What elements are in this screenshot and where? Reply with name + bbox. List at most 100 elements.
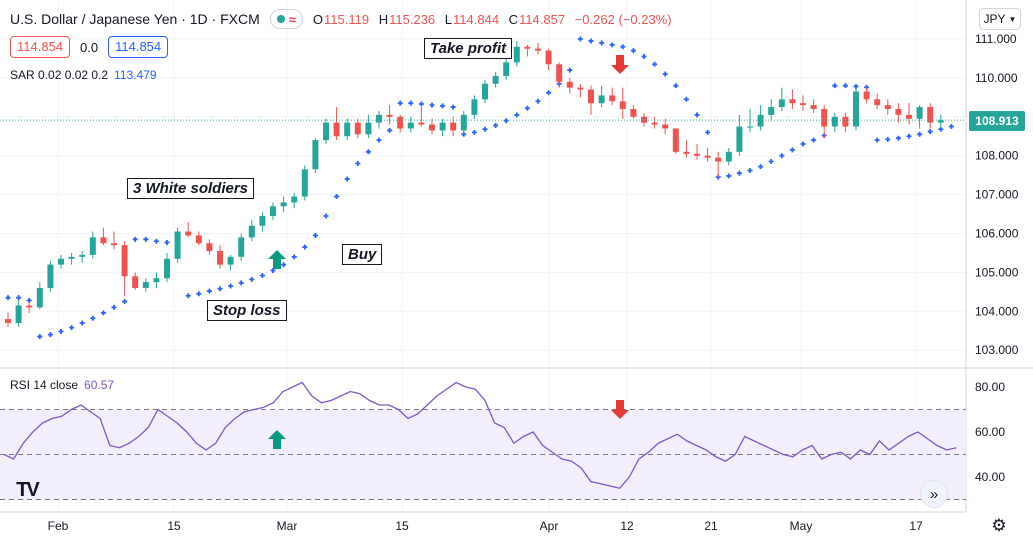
sar-point bbox=[334, 194, 340, 200]
close-value: 114.857 bbox=[519, 11, 566, 27]
sar-point bbox=[758, 164, 764, 170]
candle-body bbox=[386, 114, 393, 117]
price-tick-label: 110.000 bbox=[975, 71, 1018, 85]
sar-point bbox=[588, 38, 594, 44]
candle-body bbox=[26, 305, 33, 308]
candle-body bbox=[333, 122, 340, 137]
gear-icon[interactable]: ⚙ bbox=[991, 516, 1007, 535]
time-tick-label: Mar bbox=[277, 519, 298, 533]
candle-body bbox=[619, 101, 626, 110]
candle-body bbox=[598, 95, 605, 104]
sar-point bbox=[323, 213, 329, 219]
buy-button[interactable]: 114.854 bbox=[108, 36, 169, 58]
candle-body bbox=[68, 256, 75, 259]
wave-icon: ≈ bbox=[288, 11, 296, 27]
sar-point bbox=[662, 71, 668, 77]
sar-point bbox=[567, 67, 573, 73]
change-value: −0.262 (−0.23%) bbox=[574, 11, 672, 27]
sar-point bbox=[291, 254, 297, 260]
sar-point bbox=[524, 105, 530, 111]
candle-body bbox=[270, 206, 276, 216]
sar-point bbox=[90, 315, 96, 321]
sar-point bbox=[206, 288, 212, 294]
sar-point bbox=[238, 280, 244, 286]
double-chevron-right-icon[interactable]: » bbox=[920, 480, 948, 508]
candle-body bbox=[248, 225, 255, 238]
candle-body bbox=[556, 64, 563, 82]
sar-point bbox=[153, 238, 159, 244]
sar-point bbox=[948, 124, 954, 130]
candle-body bbox=[895, 109, 902, 115]
sar-point bbox=[132, 236, 138, 242]
candle-body bbox=[651, 122, 658, 125]
market-status-pill[interactable]: ≈ bbox=[269, 9, 303, 29]
time-tick-label: 12 bbox=[620, 519, 634, 533]
open-value: 115.119 bbox=[324, 11, 370, 27]
candle-body bbox=[397, 116, 404, 129]
candle-body bbox=[937, 120, 944, 123]
sar-point bbox=[58, 329, 64, 335]
candle-body bbox=[121, 245, 128, 277]
time-tick-label: 15 bbox=[395, 519, 409, 533]
candle-body bbox=[577, 87, 584, 90]
symbol-title[interactable]: U.S. Dollar / Japanese Yen · 1D · FXCM bbox=[10, 11, 260, 27]
candle-body bbox=[715, 157, 722, 162]
candle-body bbox=[238, 237, 245, 257]
annotation-white-soldiers: 3 White soldiers bbox=[127, 178, 255, 199]
sar-point bbox=[546, 90, 552, 96]
sar-point bbox=[397, 100, 403, 106]
candle-body bbox=[323, 122, 329, 141]
ohlc-values: O115.119 H115.236 L114.844 C114.857 −0.2… bbox=[313, 12, 678, 27]
candle-body bbox=[471, 99, 478, 115]
candle-body bbox=[439, 122, 446, 131]
close-label: C bbox=[508, 11, 519, 27]
sell-arrow-down-icon bbox=[611, 55, 629, 74]
sar-point bbox=[620, 44, 626, 50]
sell-button[interactable]: 114.854 bbox=[10, 36, 71, 58]
last-price-label: 108.913 bbox=[969, 111, 1025, 131]
candle-body bbox=[376, 114, 382, 123]
tradingview-logo-icon[interactable]: TV bbox=[16, 478, 40, 501]
time-tick-label: 17 bbox=[909, 519, 923, 533]
sar-point bbox=[143, 236, 149, 242]
spread-value: 0.0 bbox=[80, 39, 99, 55]
candle-body bbox=[153, 278, 160, 283]
price-tick-label: 111.000 bbox=[975, 32, 1017, 46]
sar-point bbox=[259, 273, 265, 279]
sar-point bbox=[5, 295, 11, 301]
candle-body bbox=[789, 99, 796, 104]
candle-body bbox=[344, 122, 351, 137]
price-tick-label: 103.000 bbox=[975, 343, 1019, 357]
sar-point bbox=[789, 147, 795, 153]
sar-point bbox=[683, 96, 689, 102]
candle-body bbox=[111, 243, 117, 246]
currency-selector[interactable]: JPY ▼ bbox=[979, 8, 1021, 30]
candle-body bbox=[365, 122, 372, 135]
time-tick-label: May bbox=[790, 519, 813, 533]
low-value: 114.844 bbox=[453, 11, 500, 27]
rsi-arrow-down-icon bbox=[611, 400, 629, 419]
sar-point bbox=[355, 160, 361, 166]
candle-body bbox=[906, 114, 912, 119]
candle-body bbox=[927, 107, 934, 123]
candle-body bbox=[524, 46, 531, 49]
chevron-down-icon: ▼ bbox=[1008, 14, 1017, 24]
candle-body bbox=[217, 251, 223, 265]
candle-body bbox=[132, 276, 139, 288]
candle-body bbox=[482, 83, 488, 100]
sar-point bbox=[47, 332, 53, 338]
sar-point bbox=[503, 118, 509, 124]
high-label: H bbox=[378, 11, 389, 27]
sar-legend[interactable]: SAR 0.02 0.02 0.2 113.479 bbox=[10, 68, 157, 82]
candle-body bbox=[662, 124, 669, 129]
candle-body bbox=[863, 91, 870, 100]
sar-point bbox=[917, 131, 923, 137]
sar-point bbox=[842, 83, 848, 89]
sar-point bbox=[652, 61, 658, 67]
sar-point bbox=[609, 42, 615, 48]
annotation-buy: Buy bbox=[342, 244, 383, 265]
candle-body bbox=[354, 122, 361, 135]
candle-body bbox=[47, 264, 54, 288]
rsi-legend[interactable]: RSI 14 close 60.57 bbox=[10, 378, 114, 392]
